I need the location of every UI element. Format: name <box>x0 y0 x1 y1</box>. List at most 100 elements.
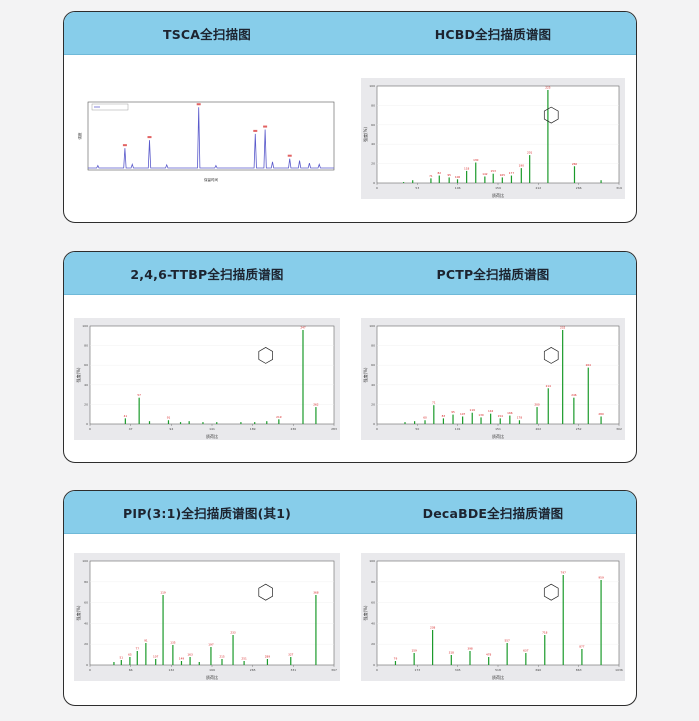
spectrum-peak <box>450 655 452 665</box>
peak-mass-label: 57 <box>137 393 141 397</box>
peak-mass-label: 41 <box>124 414 128 418</box>
spectrum-peak <box>547 388 549 424</box>
peak-label <box>147 136 152 139</box>
peak-mass-label: 398 <box>467 647 473 651</box>
spectrum-peak <box>404 422 406 424</box>
panel-row-2: 2,4,6-TTBP全扫描质谱图 PCTP全扫描质谱图 0 47 94 141 189 2… <box>63 251 637 463</box>
spectrum-peak <box>544 635 546 665</box>
x-axis-label: 保留时间 <box>204 177 218 182</box>
x-tick-label: 66 <box>129 668 133 672</box>
spectrum-peak <box>155 659 157 665</box>
spectrum-peak <box>562 575 564 665</box>
y-axis-label: 强度(%) <box>362 127 368 142</box>
spectrum-peak <box>520 168 522 183</box>
y-tick-label: 80 <box>371 580 375 584</box>
x-tick-label: 319 <box>616 186 622 190</box>
spectrum-peak <box>413 653 415 665</box>
panel-title: 2,4,6-TTBP全扫描质谱图 <box>130 266 284 282</box>
peak-mass-label: 219 <box>276 415 282 419</box>
peak-mass-label: 178 <box>517 416 523 420</box>
peak-mass-label: 71 <box>429 174 433 178</box>
spectrum-peak <box>456 179 459 183</box>
y-axis-label: 强度(%) <box>75 367 81 382</box>
spectrum-peak <box>462 416 464 424</box>
x-tick-label: 50 <box>415 427 419 431</box>
panel-header: TSCA全扫描图 HCBD全扫描质谱图 <box>64 12 636 55</box>
spectrum-peak <box>499 418 501 424</box>
spectrum-peak <box>501 177 503 183</box>
spectrum-peak <box>573 397 575 424</box>
spectrum-peak <box>587 367 589 424</box>
peak-mass-label: 197 <box>208 643 214 647</box>
x-tick-label: 0 <box>376 427 378 431</box>
spectrum-peak <box>136 651 138 665</box>
spectrum-peak <box>480 417 482 424</box>
spectrum-peak <box>509 415 511 424</box>
spectrum-peak <box>243 661 245 665</box>
x-tick-label: 47 <box>129 427 133 431</box>
x-tick-label: 141 <box>209 427 215 431</box>
peak-mass-label: 166 <box>507 411 513 415</box>
plot-frame <box>376 325 620 425</box>
structure-ring <box>258 583 273 601</box>
spectrum-peak <box>138 397 140 424</box>
pctp-spectrum-chart: 0 50 101 151 202 252 302 0 20 40 60 80 100 强度(%) 质荷比 60… <box>361 318 625 440</box>
tic-trace <box>88 107 334 169</box>
spectrum-peak <box>172 645 174 665</box>
structure-ring <box>543 106 559 124</box>
x-tick-label: 331 <box>290 668 296 672</box>
spectrum-peak <box>510 175 513 183</box>
spectrum-peak <box>573 166 576 183</box>
x-tick-label: 345 <box>455 668 461 672</box>
x-tick-label: 0 <box>376 668 378 672</box>
panel-header: PIP(3:1)全扫描质谱图(其1) DecaBDE全扫描质谱图 <box>64 491 636 534</box>
y-tick-label: 20 <box>371 162 375 166</box>
plot-frame <box>376 85 620 184</box>
spectrum-peak <box>394 661 397 665</box>
spectrum-peak <box>145 643 147 665</box>
peak-mass-label: 797 <box>561 571 567 575</box>
y-axis-label: 强度(%) <box>362 367 368 382</box>
y-tick-label: 60 <box>84 363 88 367</box>
spectrum-peak <box>518 420 521 424</box>
peak-label <box>196 103 201 106</box>
spectrum-peak <box>471 412 473 424</box>
peak-mass-label: 83 <box>442 414 446 418</box>
ttbp-spectrum-chart: 0 47 94 141 189 236 283 0 20 40 60 80 100 强度(%) 质荷比 41 5… <box>74 318 340 440</box>
spectrum-peak <box>113 662 115 665</box>
peak-mass-label: 225 <box>545 86 551 90</box>
peak-mass-label: 264 <box>586 363 592 367</box>
peak-mass-label: 107 <box>460 412 466 416</box>
peak-mass-label: 251 <box>241 657 247 661</box>
peak-mass-label: 246 <box>571 393 577 397</box>
spectrum-peak <box>433 405 435 424</box>
y-tick-label: 20 <box>371 402 375 406</box>
peak-mass-label: 82 <box>438 171 442 175</box>
spectrum-peak <box>484 176 486 183</box>
peak-mass-label: 327 <box>288 653 294 657</box>
spectrum-peak <box>179 422 182 424</box>
spectrum-peak <box>266 659 269 665</box>
peak-mass-label: 71 <box>432 401 436 405</box>
y-tick-label: 20 <box>371 642 375 646</box>
y-tick-label: 80 <box>371 344 375 348</box>
x-tick-label: 518 <box>495 668 501 672</box>
spectrum-peak <box>475 162 477 183</box>
x-axis-label: 质荷比 <box>206 674 218 680</box>
x-tick-label: 1036 <box>615 668 623 672</box>
x-tick-label: 0 <box>89 427 91 431</box>
y-tick-label: 20 <box>84 402 88 406</box>
y-tick-label: 40 <box>371 621 375 625</box>
x-tick-label: 199 <box>209 668 215 672</box>
peak-mass-label: 718 <box>542 631 548 635</box>
spectrum-peak <box>442 418 445 424</box>
spectrum-peak <box>124 418 126 424</box>
peak-mass-label: 77 <box>135 647 139 651</box>
peak-mass-label: 149 <box>179 657 185 661</box>
peak-mass-label: 233 <box>230 631 236 635</box>
peak-mass-label: 280 <box>598 412 604 416</box>
decabde-spectrum-chart: 0 173 345 518 690 863 1036 0 20 40 60 80 100 强度(%) 质荷比… <box>361 553 625 681</box>
spectrum-peak <box>430 178 432 183</box>
spectrum-peak <box>240 422 242 424</box>
spectrum-peak <box>424 420 426 424</box>
